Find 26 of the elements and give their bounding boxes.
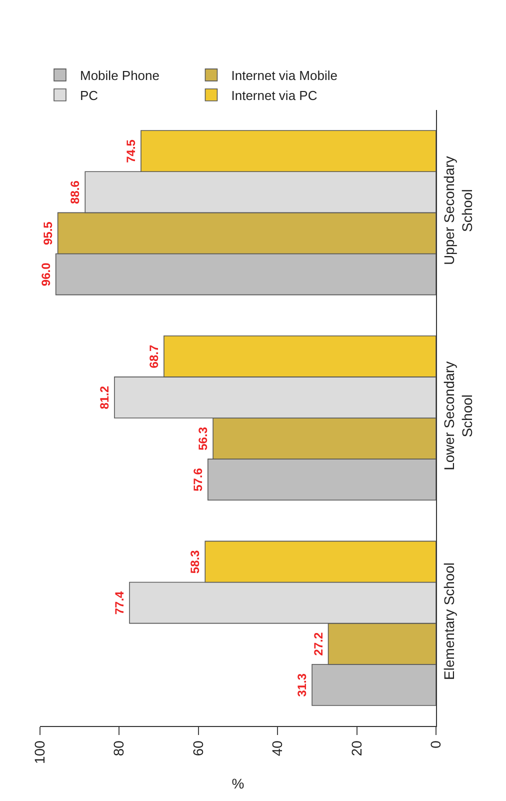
data-label: 31.3	[295, 673, 310, 697]
data-label: 57.6	[190, 468, 205, 492]
legend-label: Internet via PC	[231, 88, 318, 103]
data-label: 56.3	[196, 426, 210, 450]
x-axis-title: %	[232, 775, 244, 792]
x-tick-label: 0	[428, 740, 444, 748]
data-label: 88.6	[68, 180, 82, 204]
data-label: 68.7	[146, 344, 161, 368]
x-tick-label: 20	[348, 740, 364, 756]
data-label: 58.3	[188, 550, 202, 574]
y-tick-label: Elementary School	[440, 562, 457, 680]
y-tick-label: Lower Secondary School	[440, 361, 475, 470]
x-tick-label: 40	[269, 740, 286, 756]
legend-label: Internet via Mobile	[231, 68, 338, 84]
x-tick-label: 60	[190, 740, 206, 756]
data-label: 27.2	[311, 632, 326, 656]
x-tick-label: 100	[32, 740, 48, 764]
data-label: 77.4	[112, 590, 126, 615]
x-tick-label: 80	[110, 740, 127, 756]
data-label: 81.2	[97, 386, 112, 410]
y-tick-label: Upper Secondary School	[440, 156, 475, 266]
data-label: 95.5	[40, 221, 55, 246]
legend-label: Mobile Phone	[80, 68, 160, 84]
data-label: 74.5	[124, 139, 138, 163]
data-label: 96.0	[38, 262, 53, 286]
legend-label: PC	[80, 88, 98, 103]
